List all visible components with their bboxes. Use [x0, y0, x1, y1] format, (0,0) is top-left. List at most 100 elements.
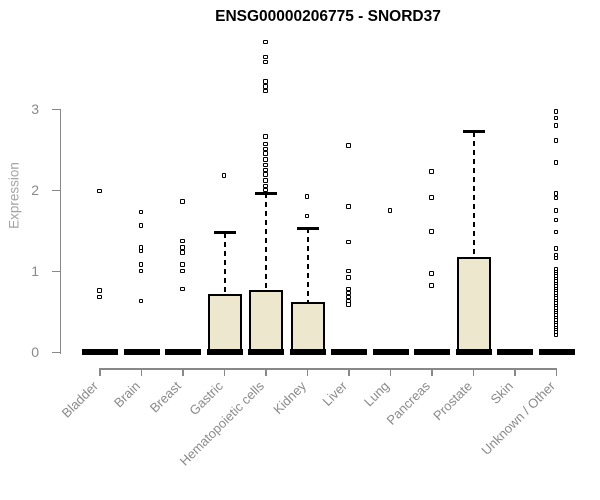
outlier-point: [97, 294, 102, 300]
median-line: [538, 349, 575, 355]
median-line: [82, 349, 118, 355]
outlier-point: [553, 332, 558, 338]
outlier-point: [138, 248, 143, 254]
outlier-point: [263, 187, 268, 193]
x-tick: [555, 368, 558, 376]
outlier-point: [180, 268, 185, 274]
outlier-point: [346, 143, 351, 148]
x-tick: [514, 368, 516, 376]
y-tick: [51, 270, 60, 272]
median-line: [289, 349, 326, 355]
x-tick: [140, 368, 143, 376]
outlier-point: [553, 195, 558, 201]
outlier-point: [346, 204, 351, 209]
x-tick: [99, 368, 101, 376]
outlier-point: [263, 141, 268, 147]
outlier-point: [553, 138, 558, 143]
whisker-line: [306, 228, 309, 302]
median-line: [123, 349, 160, 355]
outlier-point: [180, 250, 185, 255]
outlier-point: [553, 160, 558, 165]
x-tick: [472, 368, 475, 376]
outlier-point: [180, 238, 185, 244]
outlier-point: [138, 262, 143, 267]
outlier-point: [263, 84, 268, 89]
outlier-point: [429, 195, 434, 200]
outlier-point: [346, 275, 351, 280]
x-tick: [306, 368, 309, 376]
outlier-point: [553, 246, 558, 251]
outlier-point: [263, 162, 268, 168]
outlier-point: [138, 298, 143, 304]
whisker-line: [472, 131, 475, 258]
median-line: [372, 349, 409, 355]
outlier-point: [263, 79, 268, 84]
outlier-point: [263, 54, 268, 60]
whisker-cap: [255, 191, 277, 195]
x-axis-line: [99, 368, 558, 370]
whisker-line: [223, 232, 226, 295]
y-tick: [51, 189, 60, 191]
x-tick: [431, 368, 433, 376]
y-tick: [51, 351, 60, 353]
outlier-point: [553, 191, 558, 196]
x-tick: [265, 368, 267, 376]
whisker-cap: [213, 231, 236, 235]
outlier-point: [387, 208, 392, 213]
box-rect: [249, 289, 283, 352]
outlier-point: [429, 271, 434, 276]
outlier-point: [180, 245, 185, 250]
median-line: [248, 349, 284, 355]
outlier-point: [263, 167, 268, 173]
outlier-point: [304, 194, 309, 199]
outlier-point: [346, 239, 351, 245]
outlier-point: [221, 173, 226, 178]
y-axis-line: [59, 109, 61, 354]
outlier-point: [138, 223, 143, 228]
whisker-cap: [462, 130, 485, 134]
outlier-point: [553, 208, 558, 213]
outlier-point: [180, 199, 185, 204]
box-rect: [456, 257, 491, 352]
y-tick-label: 2: [31, 182, 39, 198]
outlier-point: [553, 255, 558, 261]
x-tick: [223, 368, 226, 376]
y-tick-label: 1: [31, 263, 39, 279]
box-rect: [207, 294, 242, 352]
outlier-point: [263, 88, 268, 94]
outlier-point: [180, 286, 185, 292]
outlier-point: [346, 302, 351, 307]
outlier-point: [138, 268, 143, 274]
outlier-point: [304, 213, 309, 219]
outlier-point: [553, 109, 558, 114]
outlier-point: [263, 39, 268, 45]
outlier-point: [429, 169, 434, 174]
outlier-point: [553, 123, 558, 128]
median-line: [165, 349, 201, 355]
median-line: [497, 349, 533, 355]
outlier-point: [263, 157, 268, 162]
x-tick: [348, 368, 350, 376]
chart-title: ENSG00000206775 - SNORD37: [215, 8, 441, 25]
box-rect: [290, 301, 325, 352]
outlier-point: [180, 262, 185, 267]
outlier-point: [429, 229, 434, 234]
y-tick-label: 0: [31, 344, 39, 360]
outlier-point: [553, 115, 558, 121]
outlier-point: [263, 59, 268, 65]
outlier-point: [97, 288, 102, 293]
y-tick: [51, 108, 60, 110]
y-tick-label: 3: [31, 101, 39, 117]
median-line: [206, 349, 243, 355]
x-tick: [389, 368, 392, 376]
x-tick-label: Unknown / Other: [477, 378, 558, 458]
outlier-point: [263, 146, 268, 151]
outlier-point: [263, 178, 268, 183]
outlier-point: [263, 172, 268, 177]
whisker-cap: [296, 226, 319, 230]
median-line: [414, 349, 450, 355]
outlier-point: [429, 283, 434, 288]
outlier-point: [346, 268, 351, 274]
outlier-point: [553, 217, 558, 223]
